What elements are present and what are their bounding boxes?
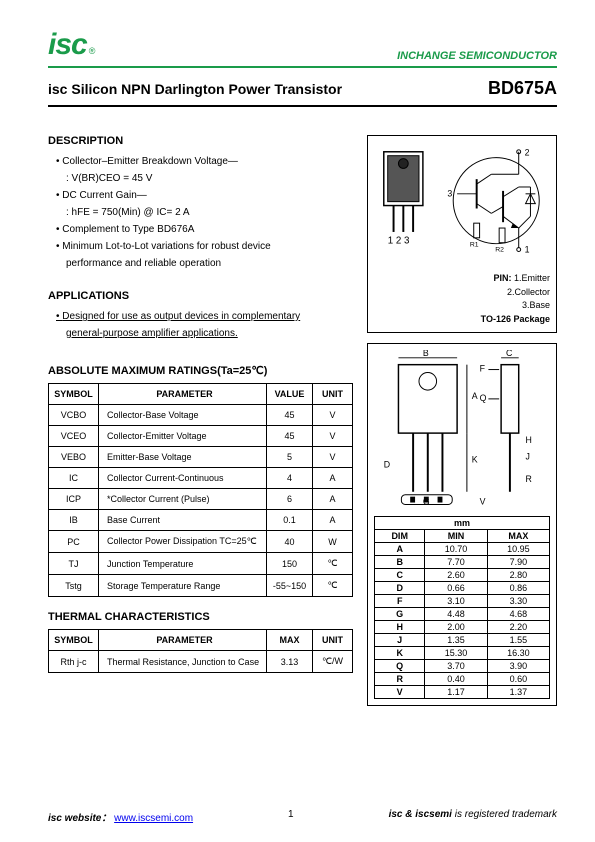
desc-sub: : hFE = 750(Min) @ IC= 2 A — [66, 204, 353, 221]
header-divider — [48, 66, 557, 68]
table-row: F3.103.30 — [375, 594, 550, 607]
pin1: 1.Emitter — [514, 273, 550, 283]
svg-text:J: J — [526, 452, 530, 462]
left-column: DESCRIPTION Collector–Emitter Breakdown … — [48, 135, 353, 716]
desc-item: Minimum Lot-to-Lot variations for robust… — [56, 238, 353, 255]
dim-heading: mm — [375, 516, 550, 529]
svg-text:C: C — [506, 350, 512, 358]
table-row: IBBase Current0.1A — [49, 510, 353, 531]
table-row: TJJunction Temperature150℃ — [49, 553, 353, 575]
svg-text:K: K — [472, 455, 478, 465]
ratings-heading: ABSOLUTE MAXIMUM RATINGS(Ta=25℃) — [48, 364, 353, 377]
col-parameter: PARAMETER — [99, 630, 267, 651]
dimension-table: mm DIM MIN MAX A10.7010.95B7.707.90C2.60… — [374, 516, 550, 699]
logo-text: isc — [48, 28, 87, 62]
table-row: G4.484.68 — [375, 607, 550, 620]
website-label: isc website： — [48, 813, 111, 824]
footer-right: isc & iscsemi is registered trademark — [389, 809, 557, 824]
svg-text:F: F — [480, 364, 486, 374]
col-symbol: SYMBOL — [49, 630, 99, 651]
table-row: V1.171.37 — [375, 685, 550, 698]
pin-heading: PIN: — [493, 273, 511, 283]
table-row: ICP*Collector Current (Pulse)6A — [49, 489, 353, 510]
package-diagram-box: 1 2 3 3 — [367, 135, 557, 333]
svg-text:R: R — [526, 474, 532, 484]
brand-label: INCHANGE SEMICONDUCTOR — [397, 50, 557, 62]
app-line1: Designed for use as output devices in co… — [56, 311, 300, 322]
table-row: K15.3016.30 — [375, 646, 550, 659]
thermal-heading: THERMAL CHARACTERISTICS — [48, 611, 353, 623]
dim-col: DIM — [375, 529, 425, 542]
logo: isc ® — [48, 28, 95, 62]
table-row: A10.7010.95 — [375, 542, 550, 555]
header: isc ® INCHANGE SEMICONDUCTOR — [48, 28, 557, 62]
description-list: Collector–Emitter Breakdown Voltage— : V… — [56, 153, 353, 272]
table-row: R0.400.60 — [375, 672, 550, 685]
document-title: isc Silicon NPN Darlington Power Transis… — [48, 81, 342, 97]
dim-col: MAX — [487, 529, 549, 542]
svg-text:V: V — [480, 497, 486, 507]
ratings-table: SYMBOL PARAMETER VALUE UNIT VCBOCollecto… — [48, 383, 353, 597]
description-heading: DESCRIPTION — [48, 135, 353, 147]
page-number: 1 — [288, 809, 294, 824]
table-row: C2.602.80 — [375, 568, 550, 581]
svg-text:3: 3 — [447, 189, 452, 199]
svg-text:R1: R1 — [470, 242, 479, 249]
desc-sub: performance and reliable operation — [66, 255, 353, 272]
pin2: 2.Collector — [507, 287, 550, 297]
table-row: Q3.703.90 — [375, 659, 550, 672]
trademark-text: is registered trademark — [455, 809, 557, 820]
title-divider — [48, 105, 557, 107]
footer: isc website： www.iscsemi.com 1 isc & isc… — [48, 809, 557, 824]
table-row: ICCollector Current-Continuous4A — [49, 468, 353, 489]
table-row: VCBOCollector-Base Voltage45V — [49, 405, 353, 426]
table-row: TstgStorage Temperature Range-55~150℃ — [49, 575, 353, 597]
footer-left: isc website： www.iscsemi.com — [48, 809, 193, 824]
package-type: TO-126 Package — [481, 314, 550, 324]
table-row: J1.351.55 — [375, 633, 550, 646]
dimension-diagram-box: B A D K C F Q H J R — [367, 343, 557, 705]
svg-text:2: 2 — [525, 148, 530, 158]
table-row: VEBOEmitter-Base Voltage5V — [49, 447, 353, 468]
col-value: VALUE — [267, 384, 313, 405]
content-area: DESCRIPTION Collector–Emitter Breakdown … — [48, 135, 557, 716]
right-column: 1 2 3 3 — [367, 135, 557, 716]
title-row: isc Silicon NPN Darlington Power Transis… — [48, 78, 557, 99]
table-row: Rth j-cThermal Resistance, Junction to C… — [49, 651, 353, 673]
desc-sub: : V(BR)CEO = 45 V — [66, 170, 353, 187]
svg-text:H: H — [526, 435, 532, 445]
desc-item: DC Current Gain— — [56, 187, 353, 204]
desc-item: Complement to Type BD676A — [56, 221, 353, 238]
applications-list: Designed for use as output devices in co… — [56, 308, 353, 342]
desc-item: Collector–Emitter Breakdown Voltage— — [56, 153, 353, 170]
col-parameter: PARAMETER — [99, 384, 267, 405]
part-number: BD675A — [488, 78, 557, 99]
dim-col: MIN — [425, 529, 487, 542]
svg-text:Q: Q — [480, 393, 487, 403]
thermal-table: SYMBOL PARAMETER MAX UNIT Rth j-cThermal… — [48, 629, 353, 673]
col-unit: UNIT — [313, 630, 353, 651]
table-row: PCCollector Power Dissipation TC=25℃40W — [49, 531, 353, 553]
logo-registered-icon: ® — [89, 46, 96, 56]
col-unit: UNIT — [313, 384, 353, 405]
table-row: B7.707.90 — [375, 555, 550, 568]
applications-heading: APPLICATIONS — [48, 290, 353, 302]
website-link[interactable]: www.iscsemi.com — [114, 813, 193, 824]
svg-text:1: 1 — [525, 244, 530, 254]
col-symbol: SYMBOL — [49, 384, 99, 405]
pin3: 3.Base — [522, 300, 550, 310]
svg-text:D: D — [384, 459, 390, 469]
table-row: D0.660.86 — [375, 581, 550, 594]
svg-text:R2: R2 — [495, 247, 504, 254]
svg-text:B: B — [423, 350, 429, 358]
app-line2: general-purpose amplifier applications. — [66, 328, 238, 339]
svg-text:1 2 3: 1 2 3 — [388, 236, 410, 247]
table-row: H2.002.20 — [375, 620, 550, 633]
pin-labels: PIN: 1.Emitter 2.Collector 3.Base TO-126… — [374, 272, 550, 326]
dimension-svg: B A D K C F Q H J R — [374, 350, 550, 506]
table-row: VCEOCollector-Emitter Voltage45V — [49, 426, 353, 447]
package-circuit-svg: 1 2 3 3 — [374, 142, 550, 269]
col-max: MAX — [267, 630, 313, 651]
svg-text:A: A — [472, 391, 478, 401]
